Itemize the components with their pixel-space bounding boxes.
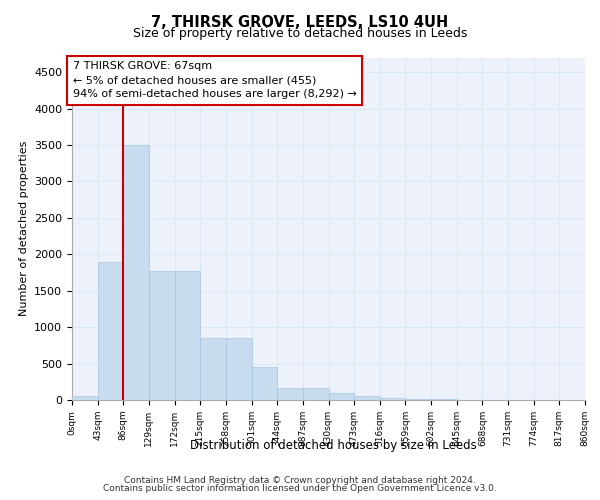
Text: Contains HM Land Registry data © Crown copyright and database right 2024.: Contains HM Land Registry data © Crown c… <box>124 476 476 485</box>
Bar <box>277 388 303 400</box>
Bar <box>226 338 251 400</box>
Bar <box>72 396 98 400</box>
Bar <box>175 270 200 400</box>
Text: Contains public sector information licensed under the Open Government Licence v3: Contains public sector information licen… <box>103 484 497 493</box>
Y-axis label: Number of detached properties: Number of detached properties <box>19 141 29 316</box>
Text: 7, THIRSK GROVE, LEEDS, LS10 4UH: 7, THIRSK GROVE, LEEDS, LS10 4UH <box>151 15 449 30</box>
Bar <box>124 145 149 400</box>
Bar <box>98 262 124 400</box>
Bar <box>303 388 329 400</box>
Text: 7 THIRSK GROVE: 67sqm
← 5% of detached houses are smaller (455)
94% of semi-deta: 7 THIRSK GROVE: 67sqm ← 5% of detached h… <box>73 61 356 99</box>
Bar <box>406 398 431 400</box>
Text: Size of property relative to detached houses in Leeds: Size of property relative to detached ho… <box>133 28 467 40</box>
Bar <box>380 398 406 400</box>
Bar <box>149 270 175 400</box>
Text: Distribution of detached houses by size in Leeds: Distribution of detached houses by size … <box>190 440 476 452</box>
Bar <box>200 338 226 400</box>
Bar <box>251 367 277 400</box>
Bar <box>329 394 354 400</box>
Bar <box>354 396 380 400</box>
